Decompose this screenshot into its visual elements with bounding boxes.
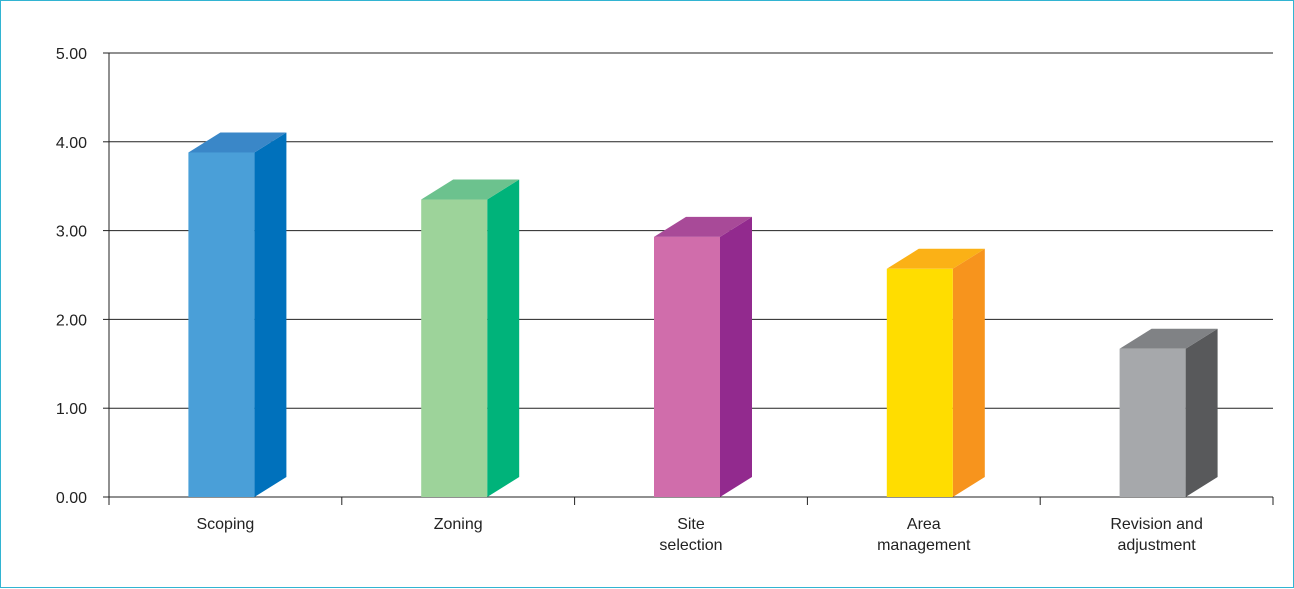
bars xyxy=(188,132,1218,498)
x-tick-label-line: Revision and xyxy=(1110,516,1203,533)
bar-0 xyxy=(188,132,287,497)
bar-front-4 xyxy=(1119,348,1186,497)
bar-side-3 xyxy=(952,248,985,497)
y-tick-label-3: 3.00 xyxy=(56,224,87,241)
x-tick-label-line: Area xyxy=(907,516,941,533)
bar-2 xyxy=(654,216,752,498)
bar-side-4 xyxy=(1185,328,1218,497)
x-tick-label-2: Site selection xyxy=(659,516,722,554)
bar-front-1 xyxy=(421,199,488,497)
x-tick-label-line: Scoping xyxy=(196,516,254,533)
x-tick-label-line: adjustment xyxy=(1117,537,1196,554)
bar-top-1 xyxy=(421,179,520,200)
x-tick-label-line: selection xyxy=(659,537,722,554)
y-tick-label-1: 1.00 xyxy=(56,401,87,418)
x-tick-label-line: Zoning xyxy=(434,516,483,533)
x-tick-label-1: Zoning xyxy=(434,516,483,533)
y-tick-label-5: 5.00 xyxy=(56,46,87,63)
x-tick-label-3: Area management xyxy=(877,516,971,554)
y-tick-label-4: 4.00 xyxy=(56,135,87,152)
bar-4 xyxy=(1119,328,1218,497)
y-tick-label-2: 2.00 xyxy=(56,312,87,329)
x-tick-label-line: Site xyxy=(677,516,705,533)
bar-side-0 xyxy=(254,132,287,497)
bar-1 xyxy=(421,179,520,497)
y-tick-label-0: 0.00 xyxy=(56,490,87,507)
bar-side-1 xyxy=(487,179,520,497)
x-tick-label-4: Revision and adjustment xyxy=(1110,516,1203,554)
bar-top-4 xyxy=(1119,328,1218,349)
y-tick-labels: 0.00 1.00 2.00 3.00 4.00 5.00 xyxy=(56,46,87,507)
x-tick-label-0: Scoping xyxy=(196,516,254,533)
bar-3 xyxy=(886,248,985,497)
bar-front-3 xyxy=(886,268,953,497)
bar-front-2 xyxy=(654,236,720,498)
x-tick-labels: Scoping Zoning Site selection Area management… xyxy=(196,516,1202,554)
bar-front-0 xyxy=(188,152,255,497)
bar-top-0 xyxy=(188,132,287,153)
bar-top-3 xyxy=(886,248,985,269)
bar-top-2 xyxy=(654,216,752,237)
x-tick-label-line: management xyxy=(877,537,971,554)
bar-side-2 xyxy=(720,216,752,498)
